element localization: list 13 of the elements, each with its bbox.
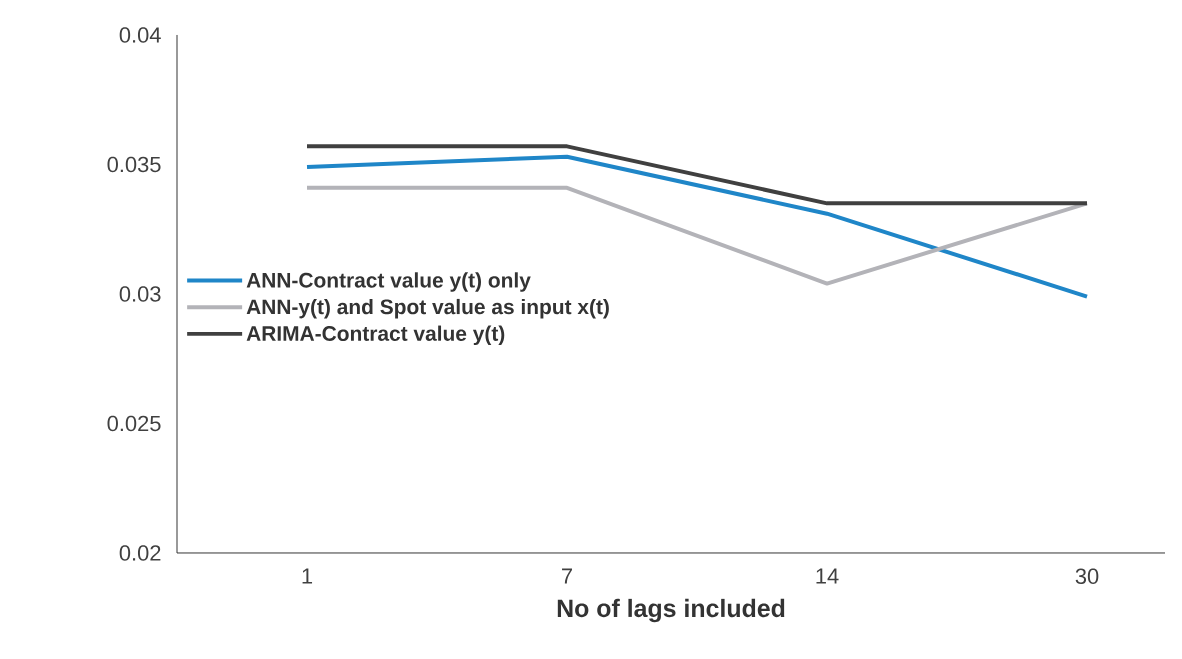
x-tick-label: 30 [1075, 568, 1099, 585]
legend-label: ANN-Contract value y(t) only [246, 272, 531, 292]
x-axis-title: No of lags included [557, 598, 785, 623]
y-tick-label: 0.04 [119, 27, 161, 43]
y-tick-label: 0.02 [119, 545, 161, 561]
y-tick-label: 0.025 [107, 415, 161, 432]
y-tick-label: 0.035 [107, 156, 161, 173]
x-tick-label: 7 [562, 568, 573, 584]
x-tick-label: 1 [302, 568, 313, 584]
legend-label: ANN-y(t) and Spot value as input x(t) [246, 298, 609, 319]
y-tick-label: 0.03 [119, 286, 161, 302]
x-tick-label: 14 [816, 568, 839, 584]
legend-label: ARIMA-Contract value y(t) [246, 325, 505, 346]
